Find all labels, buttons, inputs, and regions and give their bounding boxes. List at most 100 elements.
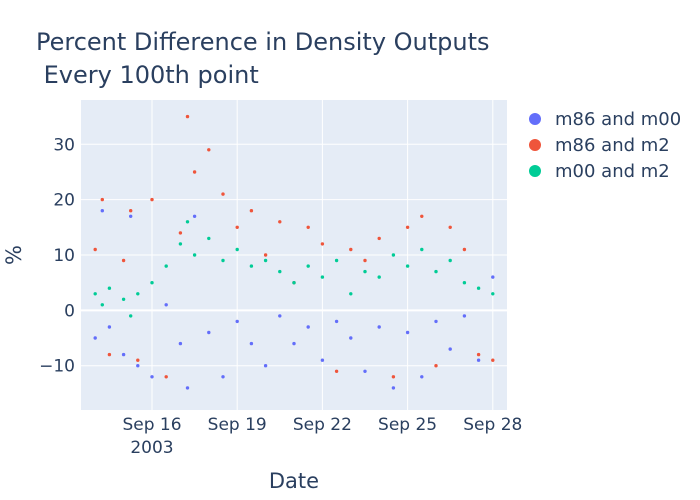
data-point xyxy=(334,369,339,373)
x-tick-label: Sep 22 xyxy=(293,415,352,435)
data-point xyxy=(100,197,105,202)
legend-marker xyxy=(529,139,541,151)
data-point xyxy=(263,364,268,368)
x-tick-label: Sep 28 xyxy=(463,415,522,435)
data-point xyxy=(235,319,239,324)
data-point xyxy=(420,214,424,218)
data-point xyxy=(121,258,126,263)
data-point xyxy=(377,325,381,329)
data-point xyxy=(278,269,282,274)
data-point xyxy=(448,225,452,229)
data-point xyxy=(185,386,190,390)
data-point xyxy=(491,275,495,279)
x-tick-label: Sep 16 xyxy=(122,415,181,435)
data-point xyxy=(249,264,254,268)
x-axis-ticks: Sep 16 2003 Sep 19 Sep 22 Sep 25 Sep 28 xyxy=(122,415,522,458)
data-point xyxy=(263,253,268,257)
data-point xyxy=(93,247,97,252)
data-point xyxy=(107,352,112,357)
data-point xyxy=(221,375,225,379)
data-point xyxy=(121,297,126,301)
data-point xyxy=(448,258,452,263)
chart-title-line-2: Every 100th point xyxy=(36,61,259,89)
data-point xyxy=(221,258,225,263)
data-point xyxy=(320,275,325,279)
data-point xyxy=(320,242,325,246)
data-point xyxy=(363,369,367,373)
y-axis-title: % xyxy=(2,245,26,265)
data-point xyxy=(334,258,339,263)
data-point xyxy=(129,314,133,318)
data-point xyxy=(192,253,197,257)
data-point xyxy=(349,247,353,252)
data-point xyxy=(235,247,239,252)
y-axis-ticks: −10 0 10 20 30 xyxy=(39,135,75,376)
data-point xyxy=(207,236,211,241)
data-point xyxy=(391,386,396,390)
data-point xyxy=(185,114,190,119)
y-tick-label: 20 xyxy=(53,191,75,211)
data-point xyxy=(476,286,481,290)
y-tick-label: 10 xyxy=(53,246,75,266)
data-point xyxy=(349,336,353,340)
data-point xyxy=(278,314,282,318)
data-point xyxy=(391,375,396,379)
data-point xyxy=(221,192,225,196)
data-point xyxy=(491,358,495,362)
chart-title-line-1: Percent Difference in Density Outputs xyxy=(36,28,490,56)
data-point xyxy=(306,264,310,268)
data-point xyxy=(192,214,197,218)
data-point xyxy=(448,347,452,351)
data-point xyxy=(164,264,168,268)
data-point xyxy=(150,375,154,379)
x-tick-sublabel: 2003 xyxy=(130,438,173,458)
data-point xyxy=(405,264,410,268)
data-point xyxy=(434,319,438,324)
data-point xyxy=(207,148,211,152)
y-tick-label: 0 xyxy=(64,301,75,321)
data-point xyxy=(136,364,140,368)
data-point xyxy=(100,303,105,307)
data-point xyxy=(235,225,239,229)
data-point xyxy=(292,341,296,346)
legend-marker xyxy=(529,165,541,177)
data-point xyxy=(491,292,495,296)
data-point xyxy=(434,269,438,274)
legend: m86 and m00 m86 and m2 m00 and m2 xyxy=(529,109,681,182)
data-point xyxy=(164,303,168,307)
data-point xyxy=(178,231,183,235)
y-tick-label: −10 xyxy=(39,357,75,377)
data-point xyxy=(136,358,140,362)
data-point xyxy=(192,170,197,174)
data-point xyxy=(462,314,467,318)
data-point xyxy=(420,247,424,252)
data-point xyxy=(377,236,381,241)
series-3 xyxy=(93,220,495,318)
data-point xyxy=(164,375,168,379)
data-point xyxy=(377,275,381,279)
data-point xyxy=(93,292,97,296)
data-point xyxy=(434,364,438,368)
data-point xyxy=(129,214,133,218)
data-point xyxy=(249,341,254,346)
data-point xyxy=(185,220,190,224)
x-tick-label: Sep 25 xyxy=(378,415,437,435)
data-point xyxy=(334,319,339,324)
data-point xyxy=(129,209,133,213)
data-point xyxy=(136,292,140,296)
data-point xyxy=(121,352,126,357)
data-point xyxy=(476,358,481,362)
data-point xyxy=(178,341,183,346)
data-point xyxy=(420,375,424,379)
data-point xyxy=(278,220,282,224)
data-point xyxy=(462,247,467,252)
legend-marker xyxy=(529,113,541,125)
data-point xyxy=(405,330,410,335)
data-point xyxy=(320,358,325,362)
data-point xyxy=(306,225,310,229)
data-point xyxy=(263,258,268,263)
data-point xyxy=(476,352,481,357)
legend-label: m00 and m2 xyxy=(555,161,670,182)
data-point xyxy=(178,242,183,246)
